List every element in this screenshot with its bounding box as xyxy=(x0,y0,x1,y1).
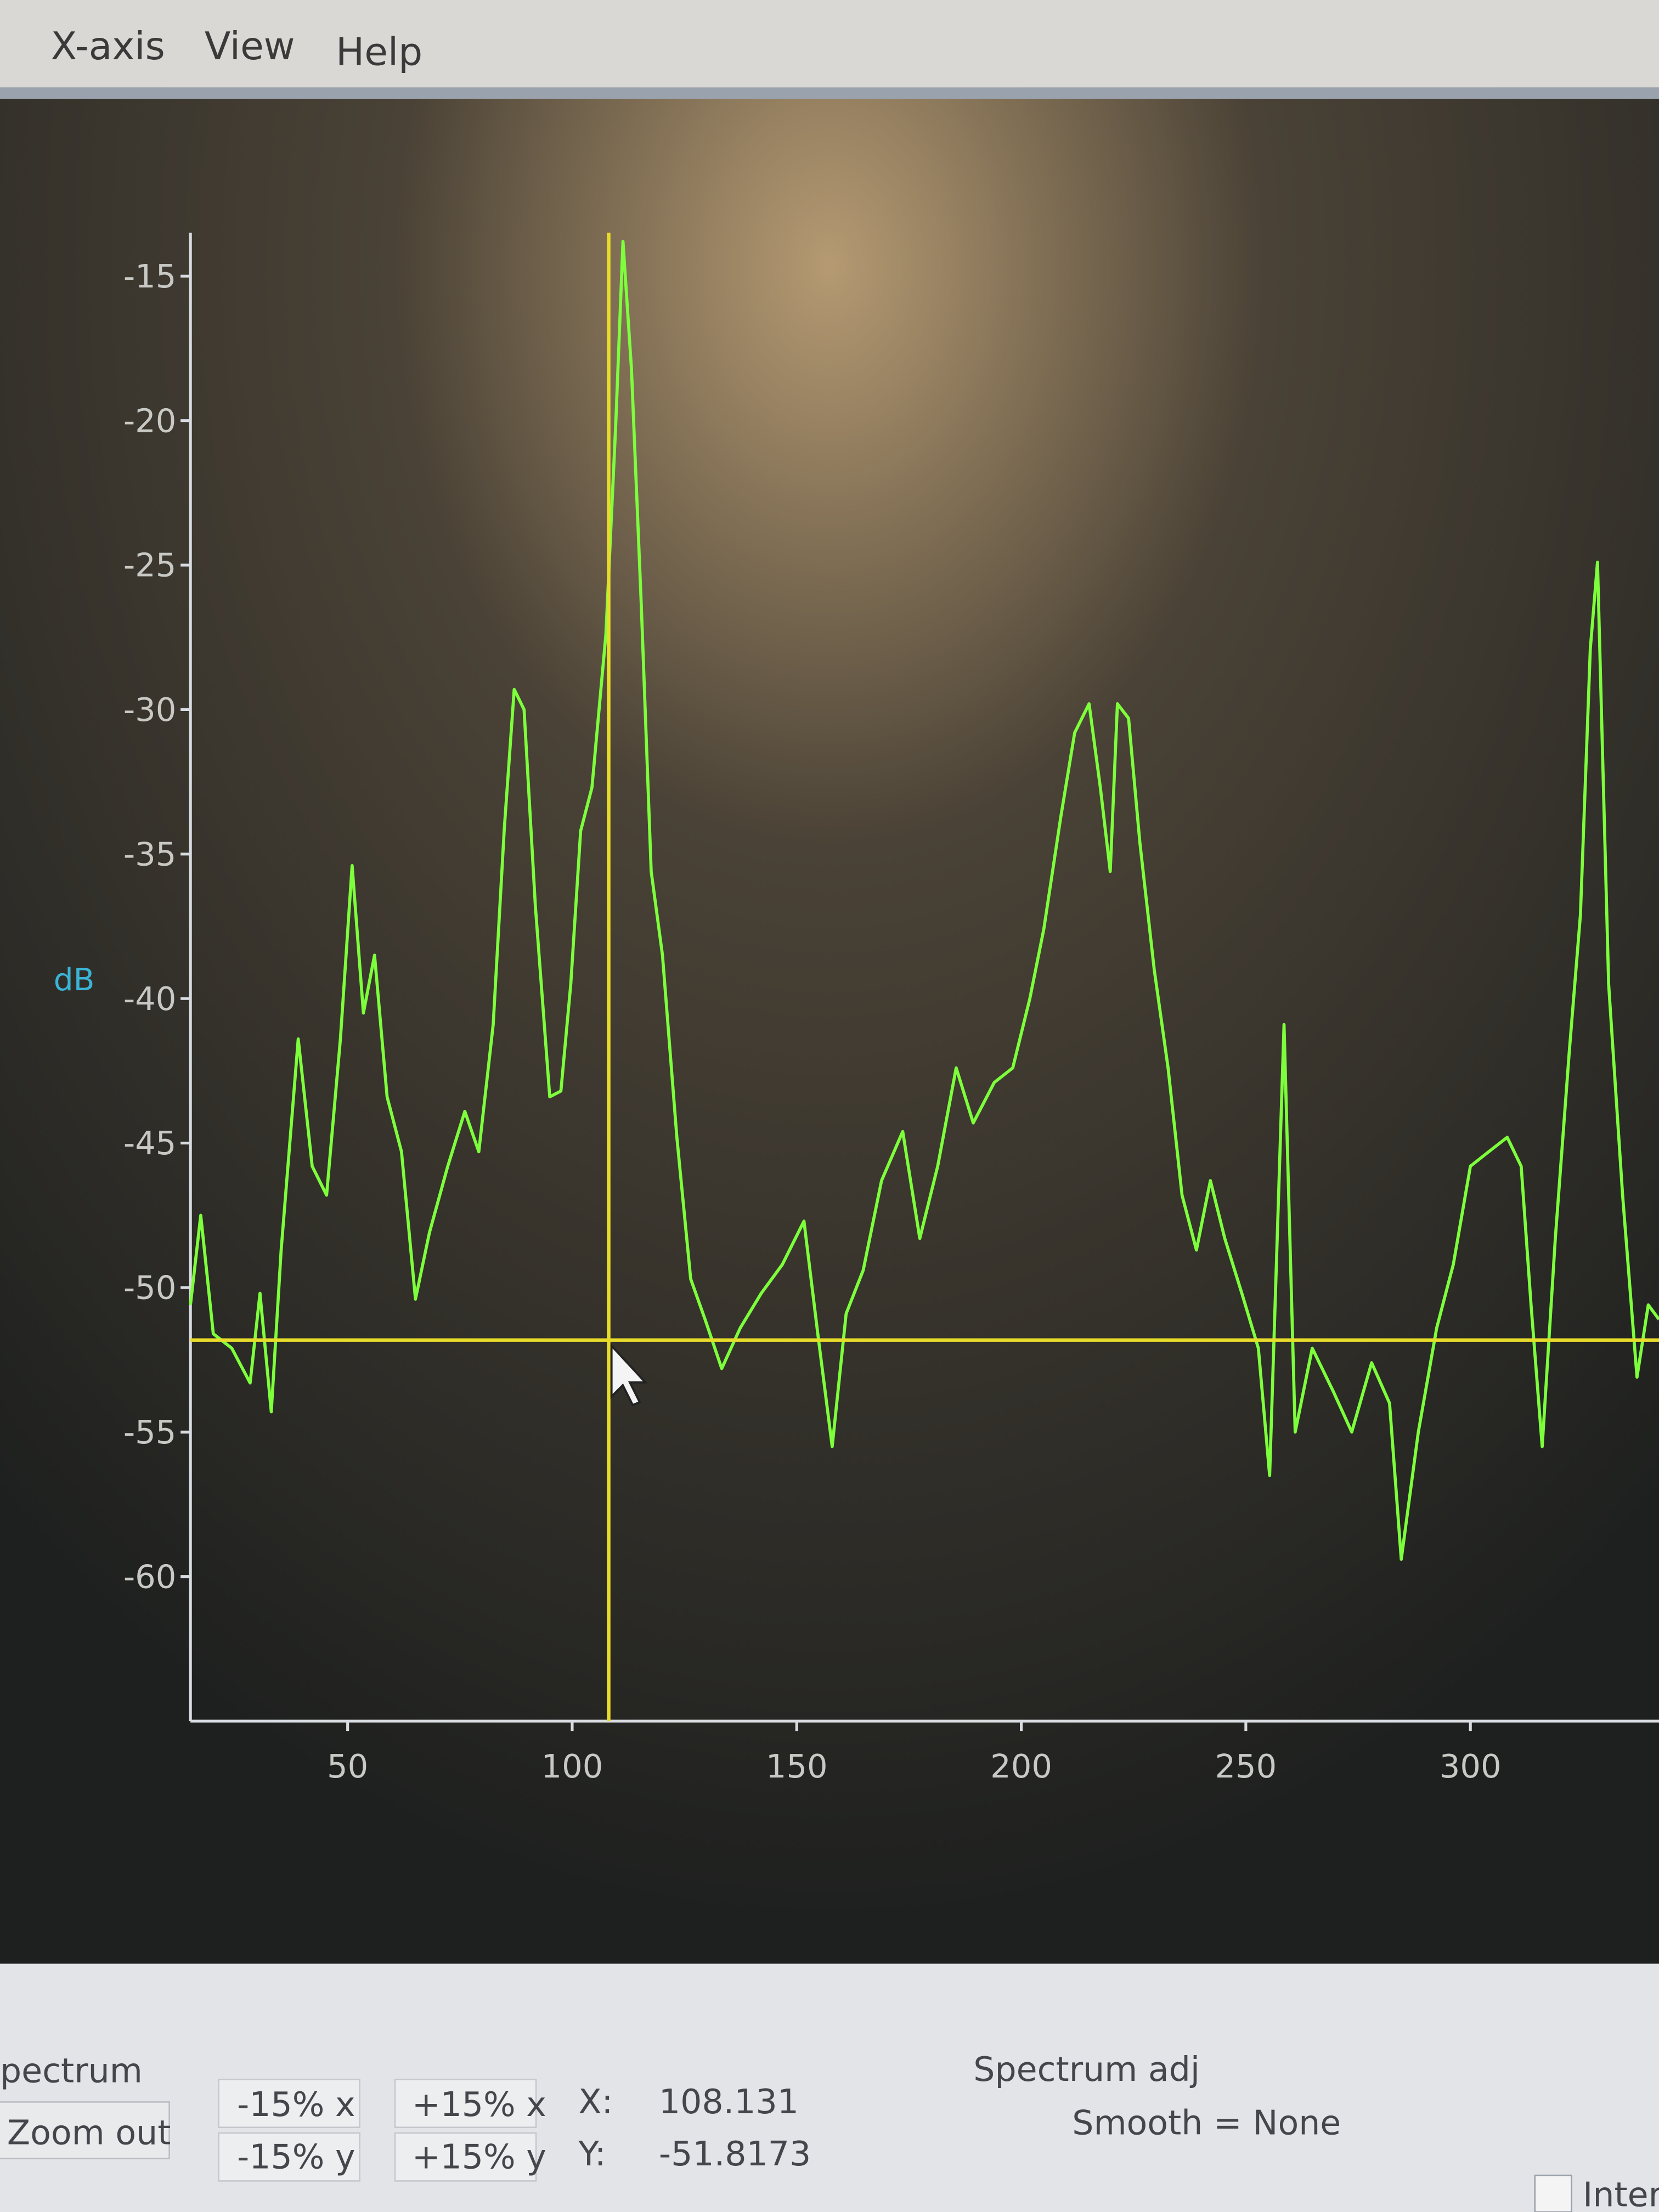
readout-value: 108.131 xyxy=(659,2082,799,2121)
zoom-button[interactable]: +15% y xyxy=(412,2137,546,2176)
spectrum-line xyxy=(189,240,1659,1561)
y-tick-label: -40 xyxy=(123,980,177,1018)
zoom-button[interactable]: +15% x xyxy=(412,2085,546,2124)
x-tick-label: 50 xyxy=(327,1747,368,1785)
menu-bar xyxy=(0,0,1659,88)
button-frame xyxy=(218,2132,361,2182)
checkbox[interactable] xyxy=(1534,2174,1572,2212)
y-tick-label: -60 xyxy=(123,1558,177,1595)
button-frame xyxy=(0,2101,170,2159)
menu-item[interactable]: Help xyxy=(336,30,422,74)
y-tick-label: -55 xyxy=(123,1413,177,1451)
y-tick-label: -35 xyxy=(123,835,177,873)
menu-border xyxy=(0,87,1659,99)
button-frame xyxy=(394,2079,537,2129)
y-tick-label: -15 xyxy=(123,257,177,295)
group-label: Spectrum adj xyxy=(973,2050,1200,2089)
y-tick-label: -20 xyxy=(123,402,177,439)
smooth-setting[interactable]: Smooth = None xyxy=(1072,2103,1341,2143)
menu-item[interactable]: View xyxy=(205,25,295,69)
y-tick-label: -25 xyxy=(123,546,177,584)
zoom-button[interactable]: -15% x xyxy=(237,2085,356,2124)
y-tick-label: -45 xyxy=(123,1124,177,1162)
y-tick-label: -50 xyxy=(123,1269,177,1307)
checkbox-label: Interl xyxy=(1583,2175,1659,2212)
x-tick-label: 100 xyxy=(541,1747,603,1785)
button-frame xyxy=(394,2132,537,2182)
x-tick-label: 150 xyxy=(766,1747,828,1785)
x-tick-label: 250 xyxy=(1215,1747,1277,1785)
y-axis-label: dB xyxy=(54,962,95,998)
readout-value: -51.8173 xyxy=(659,2134,811,2174)
plot: -15 -20 -25 -30 -35 -40 -45 -50 -55 -60 50 100 150 20… xyxy=(123,233,1659,1785)
mouse-pointer xyxy=(610,1343,648,1407)
x-tick-label: 200 xyxy=(990,1747,1052,1785)
button-frame xyxy=(218,2079,361,2129)
x-tick-label: 300 xyxy=(1440,1747,1502,1785)
y-tick-label: -30 xyxy=(123,691,177,729)
readout-label: X: xyxy=(578,2082,613,2121)
readout-label: Y: xyxy=(578,2134,606,2174)
menu-item[interactable]: X-axis xyxy=(51,25,165,69)
zoom-out-button[interactable]: Zoom out xyxy=(7,2113,171,2153)
group-label: pectrum xyxy=(0,2051,143,2090)
zoom-button[interactable]: -15% y xyxy=(237,2137,356,2176)
